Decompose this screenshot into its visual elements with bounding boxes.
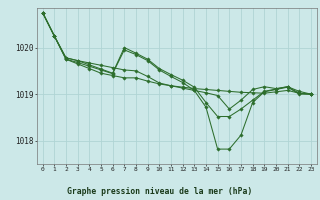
Text: Graphe pression niveau de la mer (hPa): Graphe pression niveau de la mer (hPa) [68, 187, 252, 196]
